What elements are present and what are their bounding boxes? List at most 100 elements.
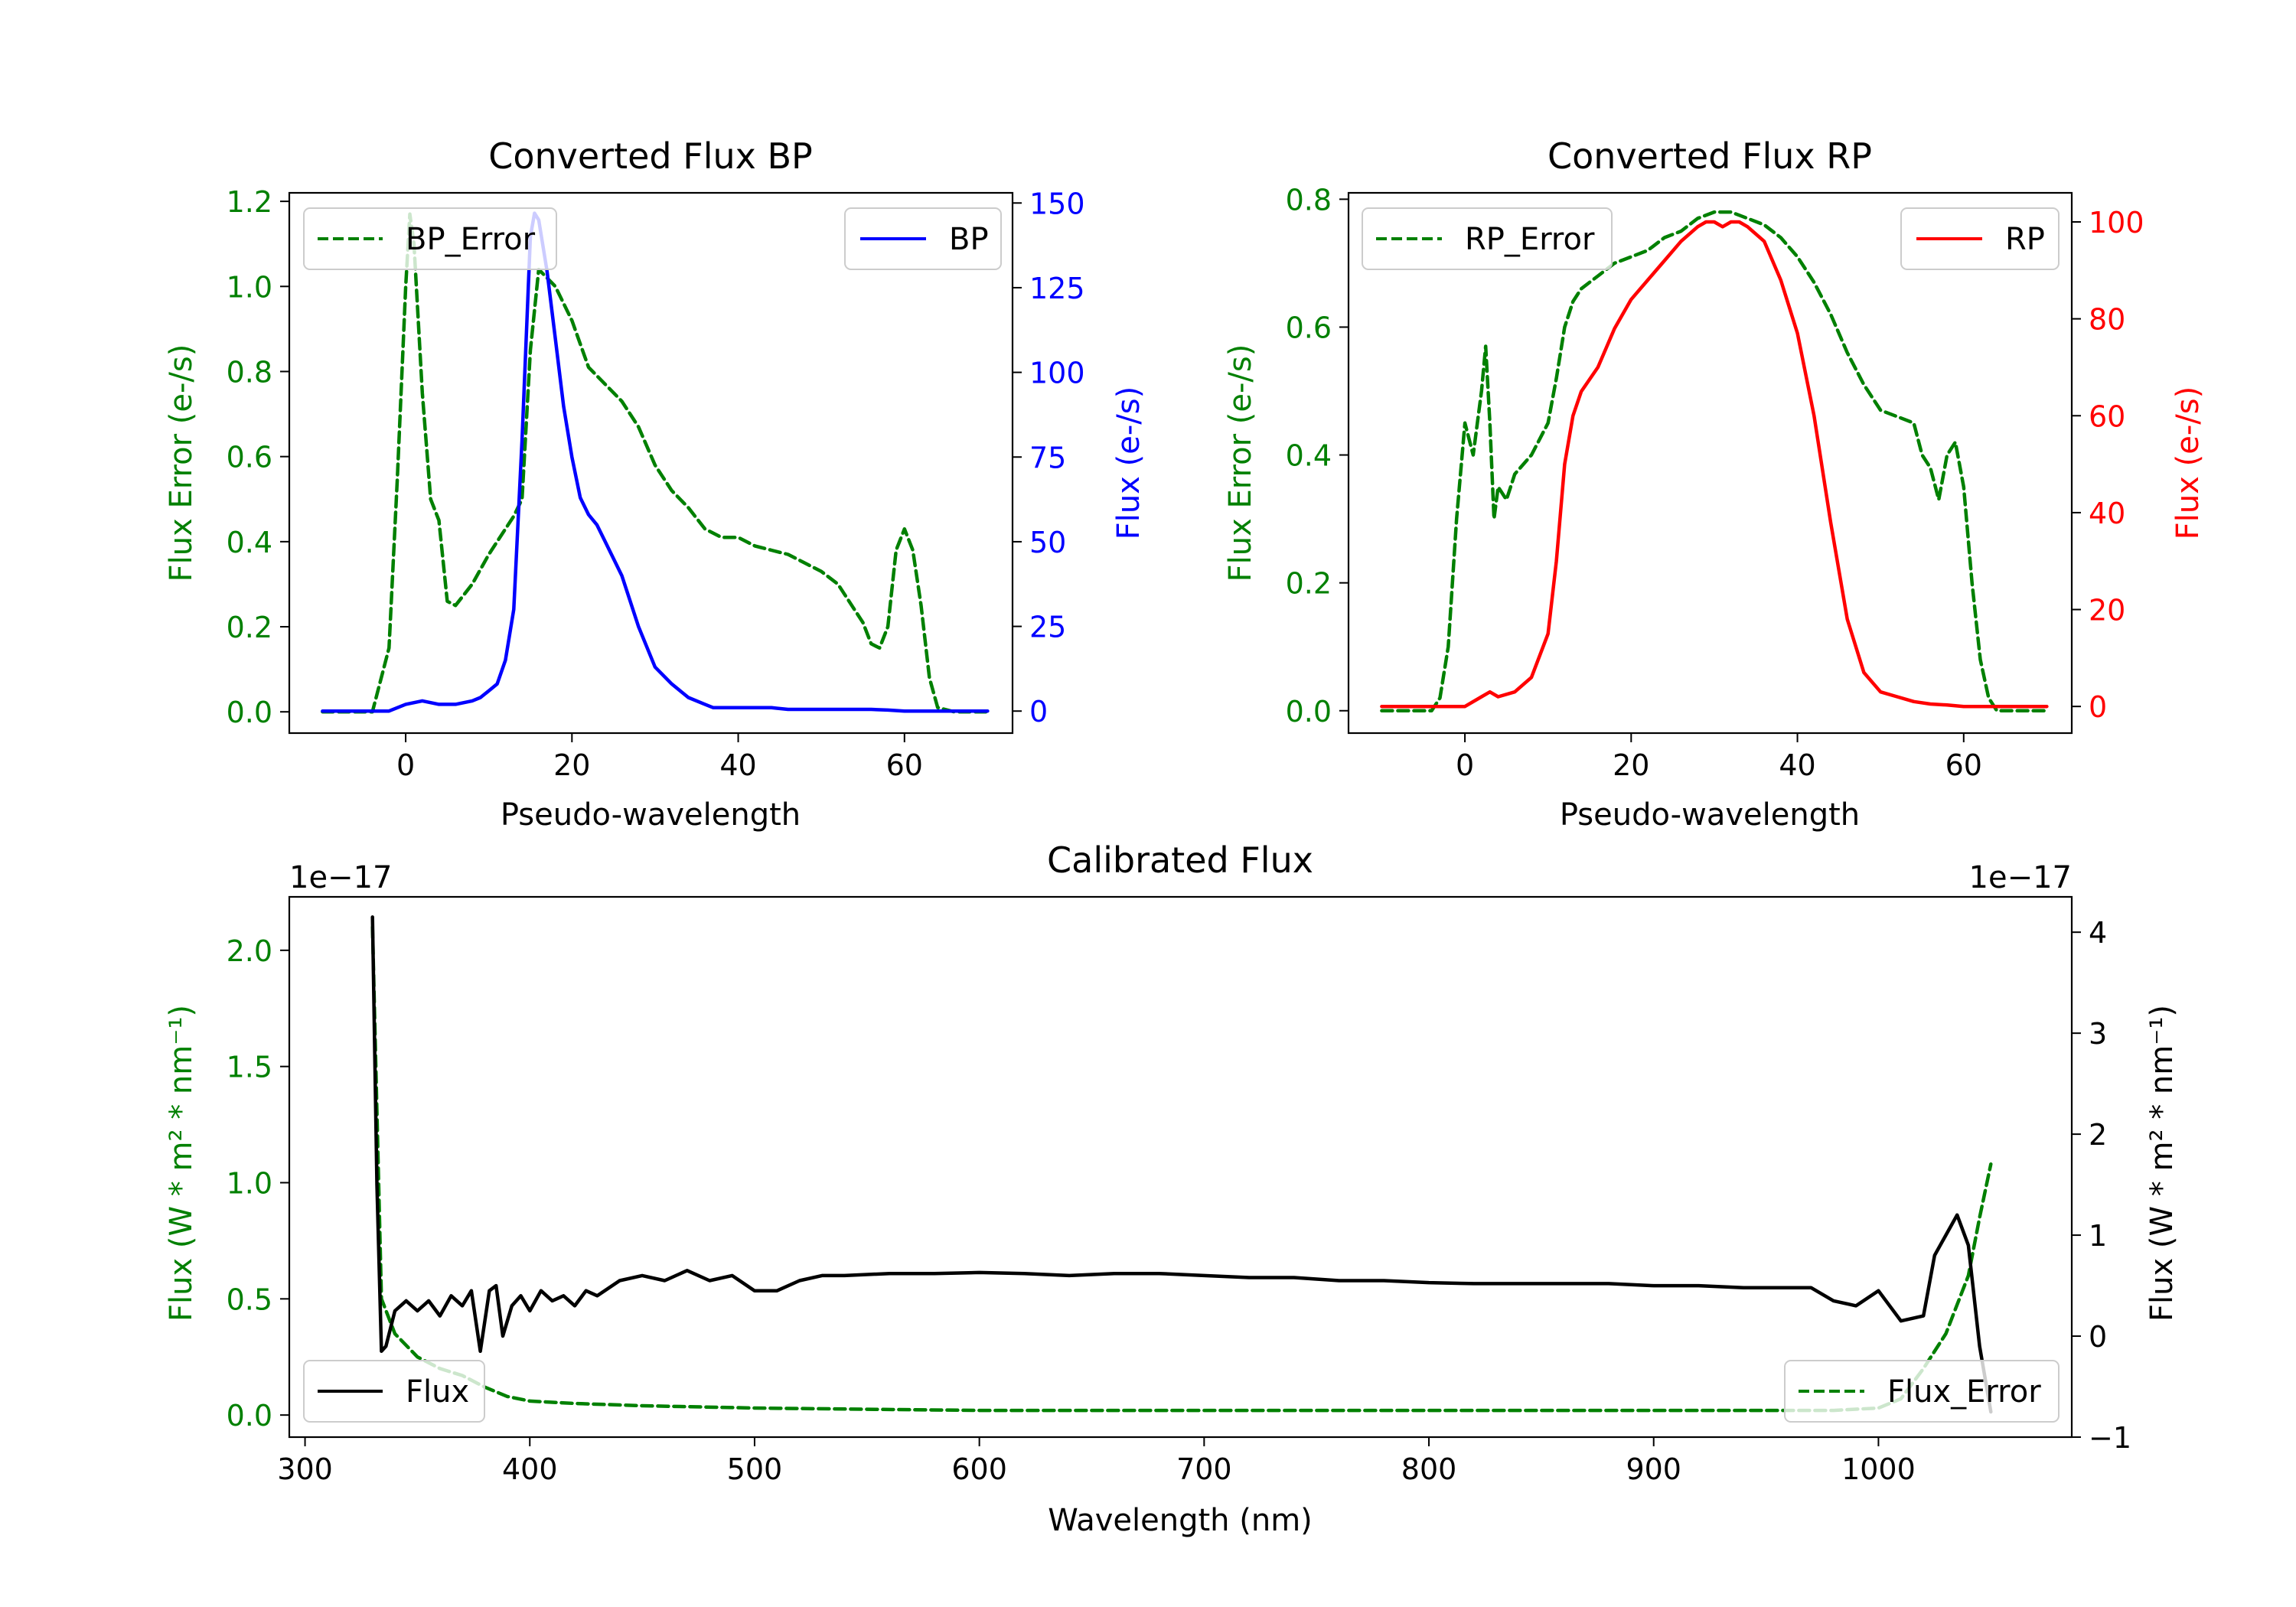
bp-legend-left: BP_Error [303,207,557,270]
bp-ytick-right-label: 0 [1029,695,1048,729]
rp-lticks: 0.0 0.2 0.4 0.6 0.8 [1286,183,1349,729]
rp-ytick-right-label: 100 [2089,206,2144,240]
cal-title: Calibrated Flux [1047,839,1313,881]
rp-xticks: 0 20 40 60 [1456,733,1982,782]
cal-ylabel-right: Flux (W * m² * nm⁻¹) [2144,1005,2180,1322]
rp-ytick-right-label: 20 [2089,594,2125,627]
rp-legend-flux-label: RP [2005,222,2045,257]
bp-series-bp-error-line [321,212,990,714]
bp-series-bp-line [321,211,990,713]
bp-ytick-right-label: 50 [1029,526,1066,559]
rp-ytick-right-label: 0 [2089,690,2107,724]
cal-ytick-right-label: −1 [2089,1421,2131,1455]
cal-series-flux-line [370,915,1993,1414]
bp-ytick-right-label: 150 [1029,187,1085,220]
cal-ytick-left-label: 1.5 [227,1051,272,1084]
rp-series-rp-line [1380,220,2049,709]
bp-ytick-left-label: 0.6 [227,441,272,474]
bp-ytick-right-label: 125 [1029,272,1085,305]
cal-ytick-left-label: 0.0 [227,1399,272,1433]
rp-xtick-label: 0 [1456,748,1474,782]
bp-frame [288,191,1014,735]
cal-ytick-right-label: 2 [2089,1118,2107,1152]
rp-xtick-label: 20 [1613,748,1649,782]
rp-xtick-label: 40 [1779,748,1815,782]
cal-ytick-left-label: 1.0 [227,1166,272,1200]
cal-xtick-label: 900 [1626,1452,1681,1486]
cal-ytick-right-label: 1 [2089,1219,2107,1253]
cal-rticks: −1 0 1 2 3 4 [2072,916,2131,1455]
rp-legend-right: RP [1900,207,2060,270]
bp-xlabel: Pseudo-wavelength [501,797,801,833]
rp-legend-left: RP_Error [1362,207,1613,270]
panel-cal: Calibrated Flux Wavelength (nm) Flux (W … [164,839,2180,1538]
rp-title: Converted Flux RP [1548,135,1872,177]
bp-xtick-label: 40 [719,748,756,782]
bp-ytick-right-label: 25 [1029,611,1066,644]
bp-ytick-right-label: 100 [1029,357,1085,390]
cal-ytick-left-label: 2.0 [227,934,272,968]
rp-ytick-right-label: 80 [2089,303,2125,337]
bp-rticks: 0 25 50 75 100 125 150 [1013,187,1085,729]
rp-xtick-label: 60 [1945,748,1982,782]
cal-legend-right: Flux_Error [1784,1360,2060,1423]
rp-rticks: 0 20 40 60 80 100 [2072,206,2144,724]
bp-xtick-label: 20 [553,748,590,782]
cal-legend-flux-label: Flux [406,1374,469,1410]
cal-ylabel-left: Flux (W * m² * nm⁻¹) [164,1005,199,1322]
bp-ytick-left-label: 0.0 [227,696,272,729]
cal-xtick-label: 800 [1401,1452,1457,1486]
bp-ytick-left-label: 0.4 [227,526,272,559]
bp-ytick-left-label: 1.2 [227,185,272,219]
rp-ytick-left-label: 0.6 [1286,311,1332,344]
cal-ytick-left-label: 0.5 [227,1283,272,1316]
rp-ytick-right-label: 40 [2089,497,2125,530]
bp-xticks: 0 20 40 60 [396,733,923,782]
bp-legend-flux-label: BP [949,222,989,257]
cal-legend-left: Flux [303,1360,485,1423]
rp-ylabel-right: Flux (e-/s) [2170,386,2206,539]
rp-xlabel: Pseudo-wavelength [1560,797,1860,833]
cal-xlabel: Wavelength (nm) [1048,1503,1313,1538]
bp-ytick-left-label: 0.2 [227,611,272,644]
rp-ytick-left-label: 0.2 [1286,567,1332,601]
cal-xtick-label: 600 [951,1452,1007,1486]
bp-ylabel-right: Flux (e-/s) [1111,386,1146,539]
rp-frame [1347,191,2073,735]
cal-xticks: 300 400 500 600 700 800 900 1000 [277,1437,1916,1486]
bp-xtick-label: 60 [886,748,923,782]
bp-legend-right: BP [844,207,1002,270]
rp-series-rp-error-line [1380,210,2049,713]
bp-title: Converted Flux BP [488,135,813,177]
cal-xtick-label: 700 [1176,1452,1232,1486]
panel-rp: Converted Flux RP Pseudo-wavelength Flux… [1223,135,2206,833]
cal-xtick-label: 400 [502,1452,558,1486]
cal-ytick-right-label: 4 [2089,916,2107,950]
cal-legend-error-label: Flux_Error [1887,1374,2041,1410]
rp-legend-error-label: RP_Error [1465,222,1595,257]
cal-offset-right: 1e−17 [1969,860,2072,895]
cal-ytick-right-label: 0 [2089,1320,2107,1354]
bp-ylabel-left: Flux Error (e-/s) [164,344,199,582]
cal-ytick-right-label: 3 [2089,1017,2107,1051]
cal-xtick-label: 300 [277,1452,333,1486]
rp-ytick-right-label: 60 [2089,399,2125,433]
bp-ytick-left-label: 1.0 [227,270,272,304]
panel-bp: Converted Flux BP Pseudo-wavelength Flux… [164,135,1146,833]
cal-offset-left: 1e−17 [289,860,392,895]
cal-lticks: 0.0 0.5 1.0 1.5 2.0 [227,934,289,1433]
cal-xtick-label: 500 [727,1452,783,1486]
bp-legend-error-label: BP_Error [406,222,536,257]
bp-lines [321,211,990,714]
rp-lines [1380,210,2049,713]
bp-xtick-label: 0 [396,748,415,782]
rp-ylabel-left: Flux Error (e-/s) [1223,344,1258,582]
bp-ytick-left-label: 0.8 [227,355,272,389]
cal-xtick-label: 1000 [1841,1452,1916,1486]
bp-ytick-right-label: 75 [1029,441,1066,474]
bp-lticks: 0.0 0.2 0.4 0.6 0.8 1.0 1.2 [227,185,289,729]
cal-frame [288,895,2073,1439]
rp-ytick-left-label: 0.8 [1286,183,1332,217]
rp-ytick-left-label: 0.0 [1286,695,1332,729]
